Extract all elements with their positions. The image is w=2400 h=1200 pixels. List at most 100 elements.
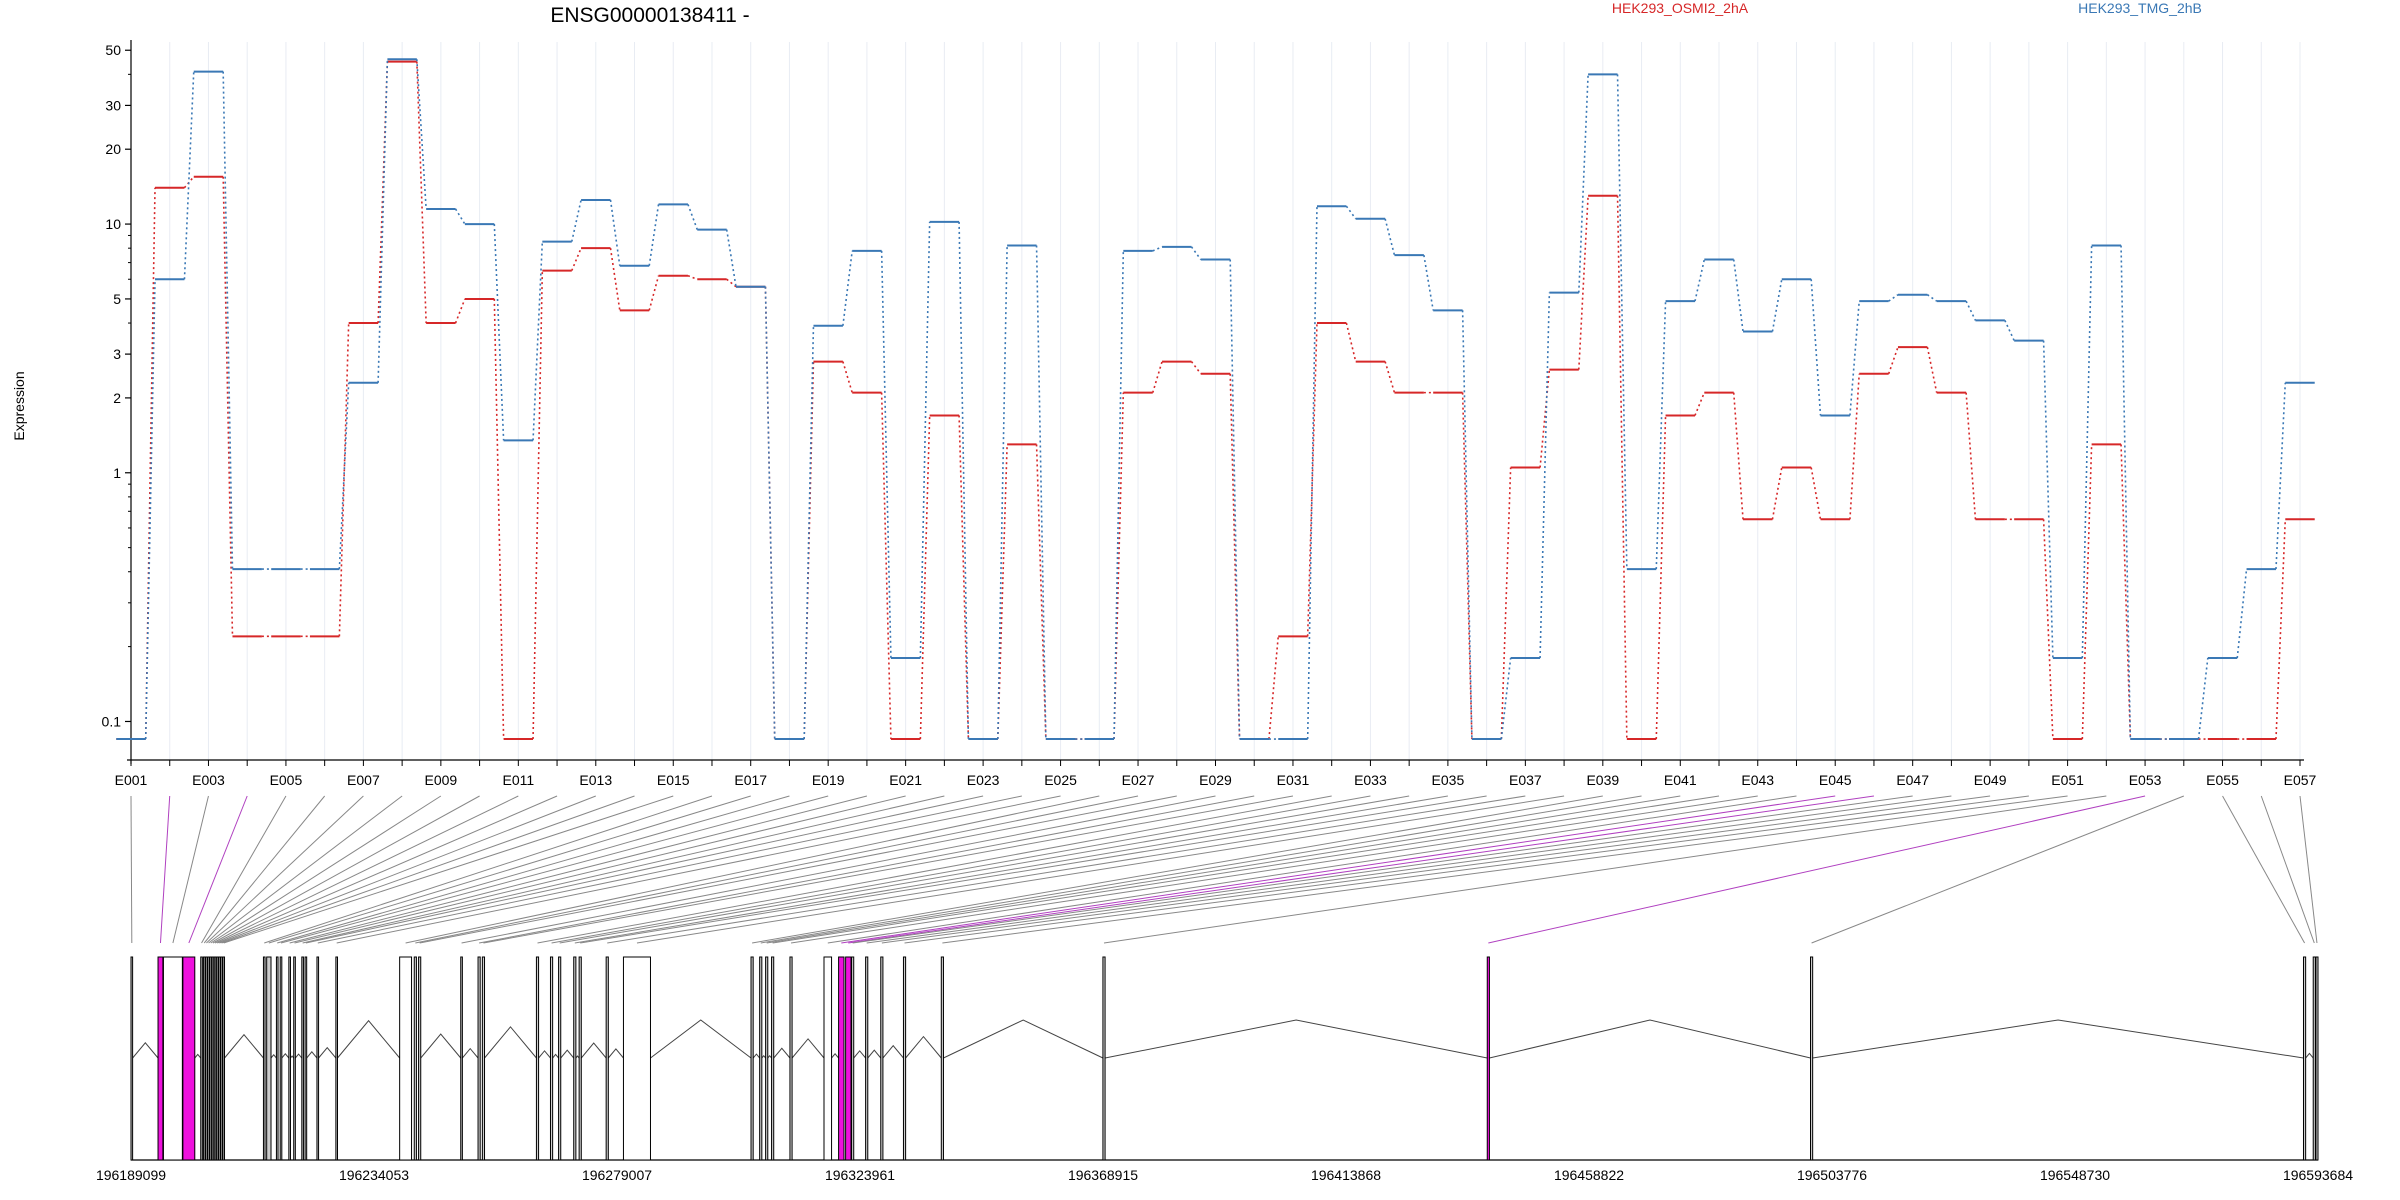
- series-1-connector-E048: [1965, 300, 1977, 321]
- series-0-connector-E051: [2081, 444, 2093, 740]
- exon-E044: [823, 956, 833, 1161]
- x-tick-label-E045: E045: [1819, 772, 1852, 788]
- intron-21: [294, 1053, 303, 1059]
- x-tick-label-E023: E023: [967, 772, 1000, 788]
- connector-E047: [852, 795, 1913, 944]
- chart-title: ENSG00000138411 -: [550, 4, 749, 27]
- connector-E016: [264, 795, 713, 944]
- connector-E004: [188, 795, 248, 944]
- x-tick-label-E055: E055: [2206, 772, 2239, 788]
- y-tick-label-0.1: 0.1: [102, 713, 122, 729]
- intron-51: [943, 1019, 1104, 1059]
- connector-E014: [221, 795, 635, 944]
- intron-37: [607, 1048, 624, 1059]
- y-tick-label-30: 30: [105, 97, 121, 113]
- connector-E024: [317, 795, 1022, 944]
- y-axis-label: Expression: [11, 371, 27, 440]
- exon-E026: [399, 956, 413, 1161]
- connector-E036: [580, 795, 1487, 944]
- exon-E043: [789, 956, 793, 1161]
- exon-E054: [1810, 956, 1814, 1161]
- series-1-connector-E010: [493, 224, 505, 441]
- exon-E002: [157, 956, 164, 1161]
- connector-E055: [2222, 795, 2306, 944]
- connector-E001: [130, 795, 133, 944]
- series-1-connector-E008: [416, 59, 427, 210]
- series-1-connector-E035: [1461, 310, 1473, 740]
- x-tick-label-E011: E011: [502, 772, 534, 788]
- series-0-connector-E014: [648, 275, 660, 311]
- x-tick-label-E005: E005: [270, 772, 303, 788]
- intron-41: [767, 1054, 772, 1059]
- series-1-connector-E026: [1113, 250, 1125, 740]
- connector-E019: [280, 795, 829, 944]
- series-0-connector-E048: [1965, 392, 1977, 520]
- intron-20: [290, 1055, 295, 1059]
- exon-E051: [940, 956, 944, 1161]
- intron-32: [538, 1050, 551, 1059]
- exon-E038: [622, 956, 651, 1161]
- series-1-connector-E045: [1849, 301, 1861, 416]
- exon-E028: [418, 956, 422, 1161]
- exon-E016: [262, 956, 266, 1161]
- intron-23: [306, 1051, 318, 1059]
- exon-E037: [605, 956, 609, 1161]
- series-1-connector-E019: [842, 250, 853, 326]
- series-1-connector-E043: [1771, 279, 1783, 332]
- series-1-connector-E002: [183, 71, 195, 280]
- intron-50: [905, 1035, 942, 1059]
- exon-E025: [335, 956, 338, 1161]
- intron-54: [1812, 1019, 2304, 1059]
- x-tick-label-E033: E033: [1354, 772, 1387, 788]
- series-1-connector-E015: [687, 204, 699, 230]
- series-1-connector-E047: [1926, 294, 1938, 302]
- series-0-connector-E022: [958, 415, 970, 740]
- series-0-connector-E028: [1190, 361, 1202, 375]
- connector-E026: [405, 795, 1100, 944]
- exon-E040: [759, 956, 763, 1161]
- series-1-connector-E028: [1190, 246, 1202, 261]
- intron-55: [2305, 1052, 2314, 1059]
- series-1-connector-E041: [1694, 259, 1706, 302]
- intron-24: [318, 1046, 337, 1059]
- exon-E007: [205, 956, 208, 1161]
- connector-E043: [790, 795, 1758, 944]
- connector-E037: [607, 795, 1526, 944]
- connector-E038: [636, 795, 1565, 944]
- exon-E036: [578, 956, 582, 1161]
- x-tick-label-E031: E031: [1277, 772, 1310, 788]
- connector-E045: [841, 795, 1836, 944]
- series-0-connector-E010: [493, 298, 505, 740]
- connector-E044: [827, 795, 1797, 944]
- x-tick-label-E037: E037: [1509, 772, 1542, 788]
- x-tick-label-E025: E025: [1044, 772, 1077, 788]
- series-1-connector-E018: [803, 325, 815, 740]
- series-1-connector-E024: [1035, 245, 1047, 740]
- connector-E030: [479, 795, 1255, 944]
- connector-E002: [159, 795, 171, 944]
- exon-E012: [215, 956, 219, 1161]
- series-1-connector-E044: [1810, 279, 1822, 416]
- connector-E053: [1488, 795, 2146, 944]
- series-1-connector-E027: [1152, 246, 1163, 252]
- series-0-connector-E024: [1035, 444, 1047, 740]
- exon-E027: [413, 956, 417, 1161]
- series-1-connector-E017: [764, 286, 776, 740]
- intron-33: [552, 1053, 559, 1059]
- exon-E057: [2315, 956, 2319, 1161]
- series-1-connector-E051: [2081, 245, 2093, 659]
- exon-E039: [750, 956, 754, 1161]
- series-1-connector-E055: [2236, 568, 2248, 659]
- x-tick-label-E035: E035: [1432, 772, 1465, 788]
- connector-E027: [415, 795, 1139, 944]
- intron-52: [1104, 1019, 1488, 1059]
- series-1-connector-E003: [222, 71, 234, 570]
- series-0-connector-E030: [1268, 636, 1280, 740]
- connector-E012: [217, 795, 558, 944]
- x-tick-label-E027: E027: [1122, 772, 1155, 788]
- exon-E056: [2312, 956, 2316, 1161]
- exon-E031: [481, 956, 486, 1161]
- intron-40: [761, 1054, 766, 1059]
- intron-34: [560, 1049, 575, 1059]
